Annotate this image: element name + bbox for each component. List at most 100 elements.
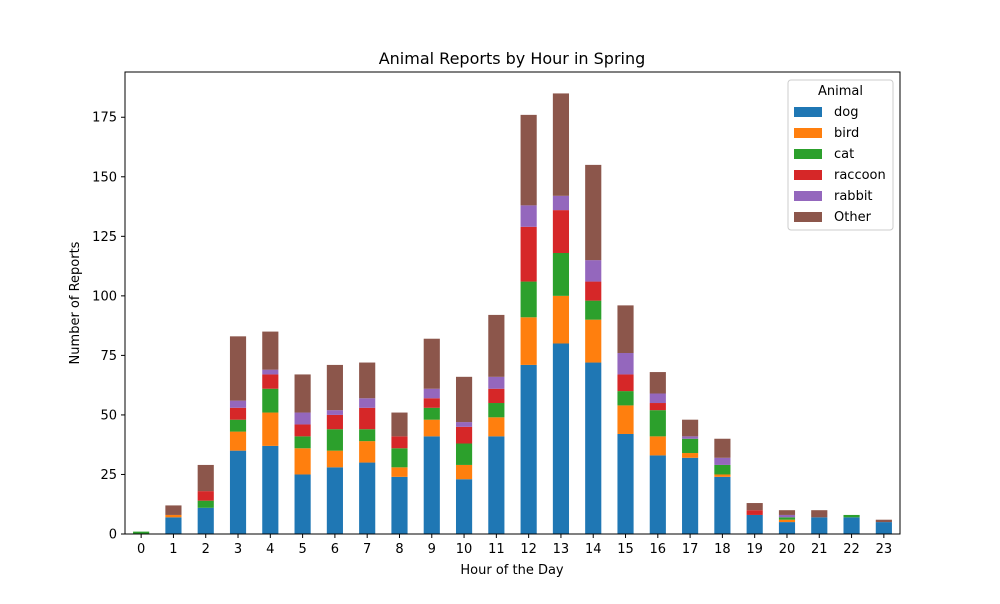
x-tick-label-3: 3 bbox=[234, 542, 242, 557]
bar-segment-raccoon-6 bbox=[326, 414, 343, 430]
bar-segment-dog-21 bbox=[811, 517, 828, 534]
bar-segment-rabbit-20 bbox=[778, 514, 796, 518]
bar-segment-other-10 bbox=[455, 376, 473, 423]
bar-segment-dog-5 bbox=[294, 474, 311, 534]
x-tick-label-4: 4 bbox=[266, 542, 274, 557]
legend-swatch-rabbit bbox=[794, 191, 822, 201]
bar-segment-rabbit-12 bbox=[520, 205, 537, 227]
y-tick-label-75: 75 bbox=[100, 349, 117, 364]
bar-segment-other-13 bbox=[552, 93, 570, 196]
bar-segment-cat-8 bbox=[391, 448, 408, 468]
bar-segment-raccoon-10 bbox=[455, 426, 473, 444]
bar-segment-cat-0 bbox=[133, 531, 150, 534]
bar-segment-dog-22 bbox=[843, 517, 860, 534]
bar-segment-dog-15 bbox=[617, 433, 634, 534]
bar-segment-cat-2 bbox=[197, 500, 214, 508]
x-tick-label-23: 23 bbox=[876, 542, 893, 557]
bar-segment-other-23 bbox=[875, 519, 892, 523]
y-tick-label-25: 25 bbox=[100, 468, 117, 483]
x-tick-label-22: 22 bbox=[843, 542, 860, 557]
legend-swatch-bird bbox=[794, 128, 822, 138]
x-tick-label-20: 20 bbox=[779, 542, 796, 557]
bar-segment-cat-7 bbox=[359, 429, 376, 442]
y-axis-label: Number of Reports bbox=[68, 241, 83, 364]
x-tick-label-0: 0 bbox=[137, 542, 145, 557]
bar-segment-cat-22 bbox=[843, 514, 860, 518]
bar-segment-rabbit-3 bbox=[229, 400, 247, 408]
bar-segment-dog-17 bbox=[682, 457, 699, 534]
bar-segment-dog-9 bbox=[423, 436, 440, 534]
x-tick-label-21: 21 bbox=[811, 542, 828, 557]
bar-segment-cat-13 bbox=[552, 252, 570, 296]
legend: Animal dog bird cat raccoon rabbit Other bbox=[787, 79, 894, 231]
bar-segment-other-19 bbox=[746, 503, 763, 511]
bar-segment-raccoon-9 bbox=[423, 398, 440, 408]
bar-segment-cat-10 bbox=[455, 443, 473, 465]
bar-segment-dog-20 bbox=[778, 522, 796, 534]
bar-segment-cat-18 bbox=[714, 464, 731, 475]
bar-segment-other-14 bbox=[585, 164, 602, 261]
bar-segment-rabbit-9 bbox=[423, 388, 440, 399]
bar-segment-dog-12 bbox=[520, 364, 537, 534]
bar-segment-raccoon-14 bbox=[585, 281, 602, 301]
bar-segment-raccoon-7 bbox=[359, 407, 376, 430]
legend-label-other: Other bbox=[834, 210, 872, 225]
bar-segment-other-1 bbox=[165, 505, 182, 515]
bar-segment-dog-3 bbox=[229, 450, 247, 534]
legend-label-rabbit: rabbit bbox=[834, 189, 873, 204]
legend-label-raccoon: raccoon bbox=[834, 168, 886, 183]
bar-segment-bird-6 bbox=[326, 450, 343, 468]
bar-segment-bird-9 bbox=[423, 419, 440, 437]
bar-segment-cat-20 bbox=[778, 517, 796, 520]
axes-frame bbox=[124, 71, 901, 535]
bar-segment-bird-10 bbox=[455, 464, 473, 480]
bar-segment-bird-16 bbox=[649, 436, 666, 456]
bar-segment-cat-5 bbox=[294, 436, 311, 449]
bar-segment-other-3 bbox=[229, 336, 247, 401]
bar-segment-dog-6 bbox=[326, 467, 343, 534]
bar-segment-other-21 bbox=[811, 510, 828, 518]
bar-segment-bird-1 bbox=[165, 514, 182, 518]
bar-segment-dog-23 bbox=[875, 522, 892, 534]
bar-segment-dog-14 bbox=[585, 362, 602, 534]
bar-segment-raccoon-3 bbox=[229, 407, 247, 420]
bar-segment-other-8 bbox=[391, 412, 408, 437]
bar-segment-cat-9 bbox=[423, 407, 440, 420]
x-tick-label-13: 13 bbox=[553, 542, 570, 557]
bar-segment-other-15 bbox=[617, 305, 634, 354]
bar-segment-rabbit-14 bbox=[585, 260, 602, 282]
x-tick-label-6: 6 bbox=[331, 542, 339, 557]
x-tick-label-1: 1 bbox=[169, 542, 177, 557]
bar-segment-raccoon-2 bbox=[197, 491, 214, 501]
bar-segment-bird-15 bbox=[617, 405, 634, 434]
bar-segment-dog-4 bbox=[262, 445, 279, 534]
legend-swatch-raccoon bbox=[794, 170, 822, 180]
bar-segment-other-9 bbox=[423, 338, 440, 389]
y-tick-label-50: 50 bbox=[100, 408, 117, 423]
bar-segment-rabbit-7 bbox=[359, 398, 376, 408]
y-tick-label-125: 125 bbox=[92, 230, 117, 245]
x-tick-label-5: 5 bbox=[298, 542, 306, 557]
y-tick-label-0: 0 bbox=[109, 528, 117, 543]
bar-segment-bird-7 bbox=[359, 441, 376, 463]
legend-swatch-dog bbox=[794, 107, 822, 117]
x-tick-label-16: 16 bbox=[650, 542, 667, 557]
bar-segment-bird-12 bbox=[520, 317, 537, 365]
bar-segment-raccoon-15 bbox=[617, 374, 634, 392]
bar-segment-dog-16 bbox=[649, 455, 666, 534]
y-tick-label-100: 100 bbox=[92, 289, 117, 304]
bar-segment-cat-11 bbox=[488, 403, 505, 418]
x-axis-label: Hour of the Day bbox=[460, 563, 564, 578]
bar-segment-dog-7 bbox=[359, 462, 376, 534]
legend-label-bird: bird bbox=[834, 126, 859, 141]
x-tick-label-11: 11 bbox=[488, 542, 505, 557]
x-tick-label-17: 17 bbox=[682, 542, 699, 557]
bar-segment-raccoon-5 bbox=[294, 424, 311, 437]
bar-segment-rabbit-18 bbox=[714, 457, 731, 465]
x-tick-label-14: 14 bbox=[585, 542, 602, 557]
bar-segment-rabbit-17 bbox=[682, 436, 699, 439]
bar-segment-rabbit-16 bbox=[649, 393, 666, 404]
x-tick-label-12: 12 bbox=[520, 542, 537, 557]
legend-title: Animal bbox=[818, 84, 863, 99]
